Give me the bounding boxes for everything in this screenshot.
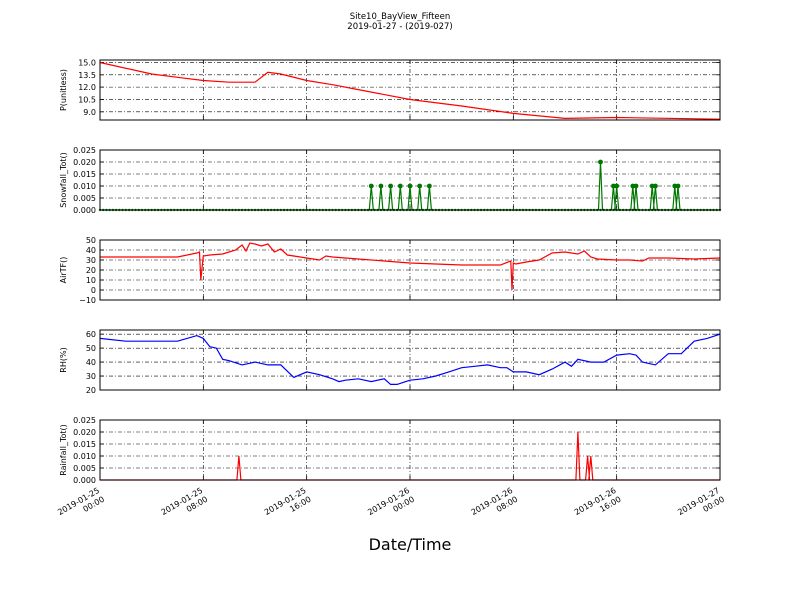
y-axis-title: Rainfall_Tot()	[59, 424, 68, 476]
y-tick-label: 15.0	[78, 58, 96, 67]
y-axis-title: AirTF()	[59, 257, 68, 284]
y-tick-label: 0.015	[73, 170, 96, 179]
x-tick-label: 2019-01-2516:00	[263, 486, 313, 526]
data-point	[378, 183, 384, 189]
chart-panel-2: 0.025 0.020 0.015 0.010 0.005 0.000 Snowfall_T…	[59, 146, 722, 215]
x-tick-label: 2019-01-2508:00	[160, 486, 210, 526]
y-tick-label: 0.005	[73, 194, 96, 203]
series-line	[99, 333, 721, 385]
y-tick-label: 10	[86, 276, 96, 285]
data-point	[388, 183, 394, 189]
y-tick-label: 0.000	[73, 476, 96, 485]
data-point	[614, 183, 620, 189]
data-point	[368, 183, 374, 189]
y-tick-label: 0.020	[73, 158, 96, 167]
x-axis-title: Date/Time	[369, 535, 452, 554]
data-point	[598, 159, 603, 165]
y-tick-label: 50	[86, 344, 96, 353]
data-point	[397, 183, 403, 189]
data-point	[417, 183, 423, 189]
y-tick-label: −10	[79, 296, 96, 305]
series-line	[99, 61, 721, 120]
y-axis-title: RH(%)	[59, 347, 68, 372]
y-tick-label: 12.0	[78, 83, 96, 92]
x-tick-label: 2019-01-2500:00	[56, 486, 106, 526]
y-axis-title: Snowfall_Tot()	[59, 152, 68, 208]
x-tick-label: 2019-01-2608:00	[470, 486, 520, 526]
chart-panel-1: 15.0 13.5 12.0 10.5 9.0 P(unitless)	[59, 58, 721, 121]
chart-panel-4: 60 50 40 30 20 RH(%)	[59, 329, 721, 395]
data-point	[675, 183, 681, 189]
plot-frame	[99, 59, 721, 121]
y-tick-label: 0.025	[73, 416, 96, 425]
y-tick-label: 0	[91, 286, 96, 295]
y-tick-label: 0.010	[73, 182, 96, 191]
plot-frame	[99, 419, 721, 481]
y-tick-label: 0.015	[73, 440, 96, 449]
x-tick-label: 2019-01-2600:00	[366, 486, 416, 526]
y-tick-label: 0.005	[73, 464, 96, 473]
y-tick-label: 0.020	[73, 428, 96, 437]
y-tick-label: 0.025	[73, 146, 96, 155]
x-axis: 2019-01-2500:00 2019-01-2508:00 2019-01-25…	[56, 486, 726, 526]
y-tick-label: 13.5	[78, 71, 96, 80]
y-tick-label: 0.010	[73, 452, 96, 461]
y-tick-label: 50	[86, 236, 96, 245]
y-tick-label: 10.5	[78, 95, 96, 104]
plot-frame	[99, 329, 721, 391]
data-point	[407, 183, 413, 189]
x-tick-label: 2019-01-2616:00	[573, 486, 623, 526]
plot-frame	[99, 239, 721, 301]
plot-frame	[99, 149, 721, 211]
data-point	[426, 183, 432, 189]
chart-panel-5: 0.025 0.020 0.015 0.010 0.005 0.000 Rainfall_T…	[59, 416, 721, 485]
panels: 15.0 13.5 12.0 10.5 9.0 P(unitless) 0.025 0.020…	[59, 58, 722, 485]
data-point	[653, 183, 658, 189]
figure-title: Site10_BayView_Fifteen	[350, 12, 451, 22]
y-tick-label: 30	[86, 256, 96, 265]
data-point	[633, 183, 639, 189]
y-tick-label: 0.000	[73, 206, 96, 215]
series-line	[100, 242, 721, 291]
x-tick-label: 2019-01-2700:00	[676, 486, 726, 526]
y-tick-label: 40	[86, 358, 96, 367]
y-tick-label: 20	[86, 386, 96, 395]
y-tick-label: 9.0	[83, 108, 96, 117]
y-tick-label: 30	[86, 372, 96, 381]
y-tick-label: 40	[86, 246, 96, 255]
y-tick-label: 20	[86, 266, 96, 275]
y-tick-label: 60	[86, 330, 96, 339]
y-axis-title: P(unitless)	[59, 69, 68, 111]
figure-subtitle: 2019-01-27 - (2019-027)	[347, 22, 452, 32]
